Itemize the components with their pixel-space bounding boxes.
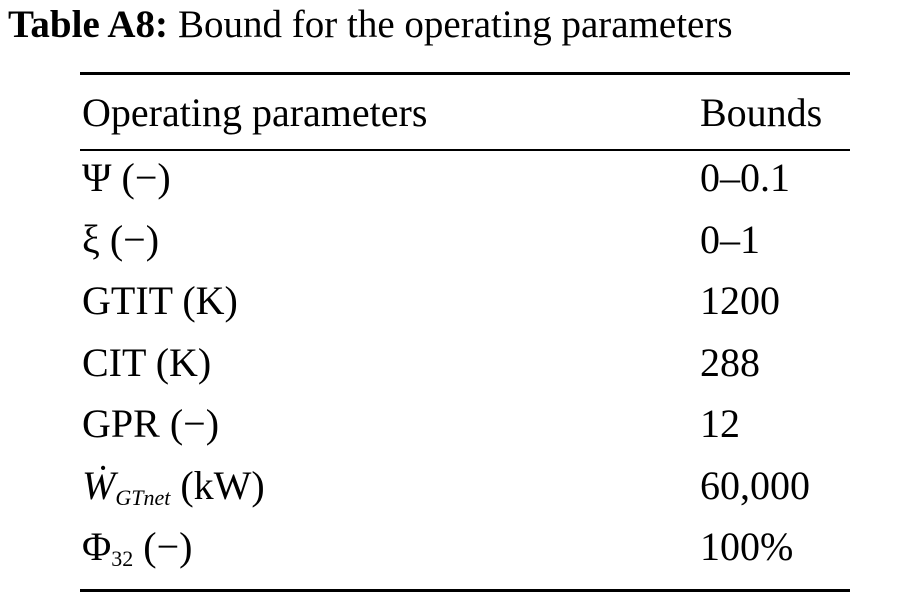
parameter-subscript: GTnet	[115, 484, 171, 510]
parameter-symbol: ξ (−)	[82, 216, 160, 262]
mid-rule	[80, 149, 850, 151]
parameter-symbol: Ẇ	[82, 462, 116, 508]
header-cell: Bounds	[700, 90, 823, 135]
parameter-cell: GPR (−)	[82, 404, 219, 444]
header-cell: Operating parameters	[82, 90, 428, 135]
table-caption: Table A8: Bound for the operating paramet…	[8, 2, 733, 47]
table-title: Bound for the operating parameters	[178, 3, 733, 46]
bound-cell: 288	[700, 339, 760, 385]
parameter-cell: Ψ (−)	[82, 158, 171, 198]
bound-cell: 100%	[700, 524, 794, 569]
parameter-cell: Φ32 (−)	[82, 527, 192, 570]
parameter-unit: (−)	[143, 524, 193, 569]
parameter-symbol: Φ	[82, 524, 112, 569]
parameter-cell: GTIT (K)	[82, 281, 238, 321]
bound-cell: 12	[700, 401, 740, 446]
bottom-rule	[80, 589, 850, 592]
bound-cell: 0–1	[700, 216, 760, 262]
bound-cell: 0–0.1	[700, 155, 790, 200]
parameter-symbol: GPR (−)	[82, 401, 220, 446]
parameter-cell: ξ (−)	[82, 216, 160, 262]
parameter-cell: CIT (K)	[82, 339, 212, 385]
parameter-cell: ẆGTnet (kW)	[82, 462, 265, 510]
table-label: Table A8:	[8, 3, 169, 46]
bound-cell: 1200	[700, 278, 780, 323]
top-rule	[80, 72, 850, 75]
parameter-symbol: GTIT (K)	[82, 278, 238, 323]
parameter-symbol: Ψ (−)	[82, 155, 171, 200]
parameter-unit: (kW)	[180, 462, 265, 508]
parameter-symbol: CIT (K)	[82, 339, 212, 385]
parameter-subscript: 32	[111, 546, 134, 571]
bound-cell: 60,000	[700, 462, 810, 508]
